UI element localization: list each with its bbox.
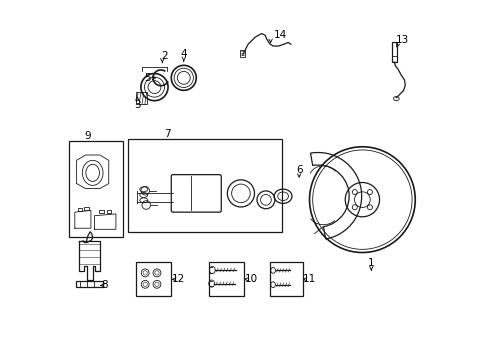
Text: 8: 8: [101, 280, 107, 291]
Text: 12: 12: [171, 274, 184, 284]
Bar: [135, 93, 147, 104]
Text: 9: 9: [84, 131, 91, 141]
Bar: [106, 210, 111, 213]
Text: 4: 4: [180, 49, 187, 59]
Bar: [269, 262, 303, 296]
Bar: [78, 208, 82, 211]
Bar: [69, 141, 123, 237]
Bar: [135, 262, 171, 296]
Bar: [128, 139, 282, 232]
Bar: [84, 207, 88, 210]
Text: 6: 6: [295, 165, 302, 175]
Bar: [240, 50, 244, 57]
Bar: [76, 281, 103, 287]
Text: 2: 2: [161, 51, 167, 61]
Bar: [208, 262, 244, 296]
Text: 7: 7: [164, 129, 171, 139]
Bar: [99, 210, 103, 213]
Text: 3: 3: [134, 100, 141, 110]
Text: 14: 14: [273, 30, 286, 40]
Text: 5: 5: [144, 73, 150, 83]
Text: 1: 1: [367, 258, 374, 268]
Bar: [391, 42, 397, 62]
Text: 10: 10: [244, 274, 257, 284]
Text: 13: 13: [395, 35, 408, 45]
Text: 11: 11: [302, 274, 316, 284]
